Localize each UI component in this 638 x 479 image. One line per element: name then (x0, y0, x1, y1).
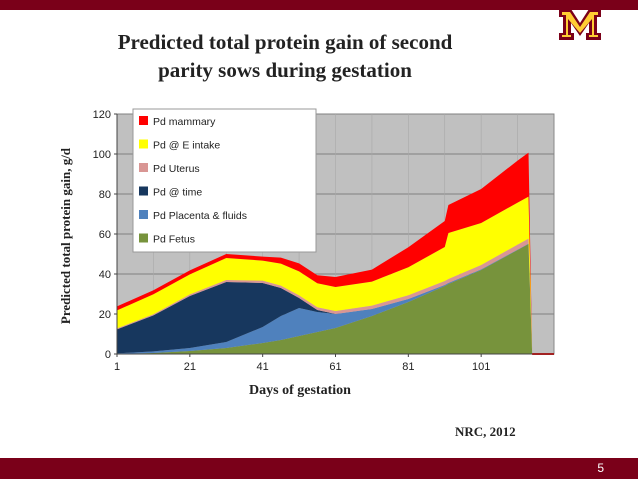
university-logo-icon (559, 9, 601, 40)
area-pd-mammary (117, 152, 554, 354)
slide-title: Predicted total protein gain of second p… (80, 28, 490, 84)
top-bar (0, 0, 638, 10)
source-citation: NRC, 2012 (455, 424, 516, 439)
y-tick-label: 100 (93, 149, 111, 161)
legend-label: Pd @ E intake (153, 140, 220, 152)
area-pd-e-intake (117, 196, 554, 354)
x-tick-label: 101 (472, 361, 490, 373)
legend-label: Pd mammary (153, 116, 216, 128)
bottom-bar: 5 (0, 458, 638, 479)
legend-swatch (139, 116, 148, 125)
y-tick-label: 80 (99, 189, 111, 201)
legend-label: Pd @ time (153, 187, 202, 199)
y-tick-label: 60 (99, 229, 111, 241)
legend-swatch (139, 233, 148, 243)
y-tick-label: 0 (105, 349, 111, 361)
legend-swatch (139, 163, 148, 172)
legend-swatch (139, 139, 148, 149)
y-tick-label: 40 (99, 269, 111, 281)
y-tick-label: 120 (93, 109, 111, 121)
protein-gain-chart: 0 20 40 60 80 100 120 1 21 41 61 81 101 Pd mammary Pd … (93, 108, 555, 373)
y-axis-label: Predicted total protein gain, g/d (58, 147, 73, 325)
legend-label: Pd Uterus (153, 163, 200, 175)
x-tick-label: 61 (329, 361, 341, 373)
x-tick-label: 41 (257, 361, 269, 373)
area-pd-uterus (117, 238, 554, 354)
title-line-2: parity sows during gestation (158, 58, 412, 82)
x-axis-label: Days of gestation (249, 383, 351, 398)
area-pd-fetus (117, 244, 554, 354)
legend-swatch (139, 186, 148, 196)
area-pd-time (117, 243, 554, 354)
x-tick-label: 81 (402, 361, 414, 373)
legend-label: Pd Placenta & fluids (153, 210, 247, 222)
x-tick-label: 21 (184, 361, 196, 373)
y-tick-label: 20 (99, 309, 111, 321)
legend-box (132, 108, 317, 253)
legend-label: Pd Fetus (153, 234, 195, 246)
legend-swatch (139, 210, 148, 219)
slide-number: 5 (597, 461, 604, 475)
x-tick-label: 1 (114, 361, 120, 373)
title-line-1: Predicted total protein gain of second (117, 30, 453, 54)
